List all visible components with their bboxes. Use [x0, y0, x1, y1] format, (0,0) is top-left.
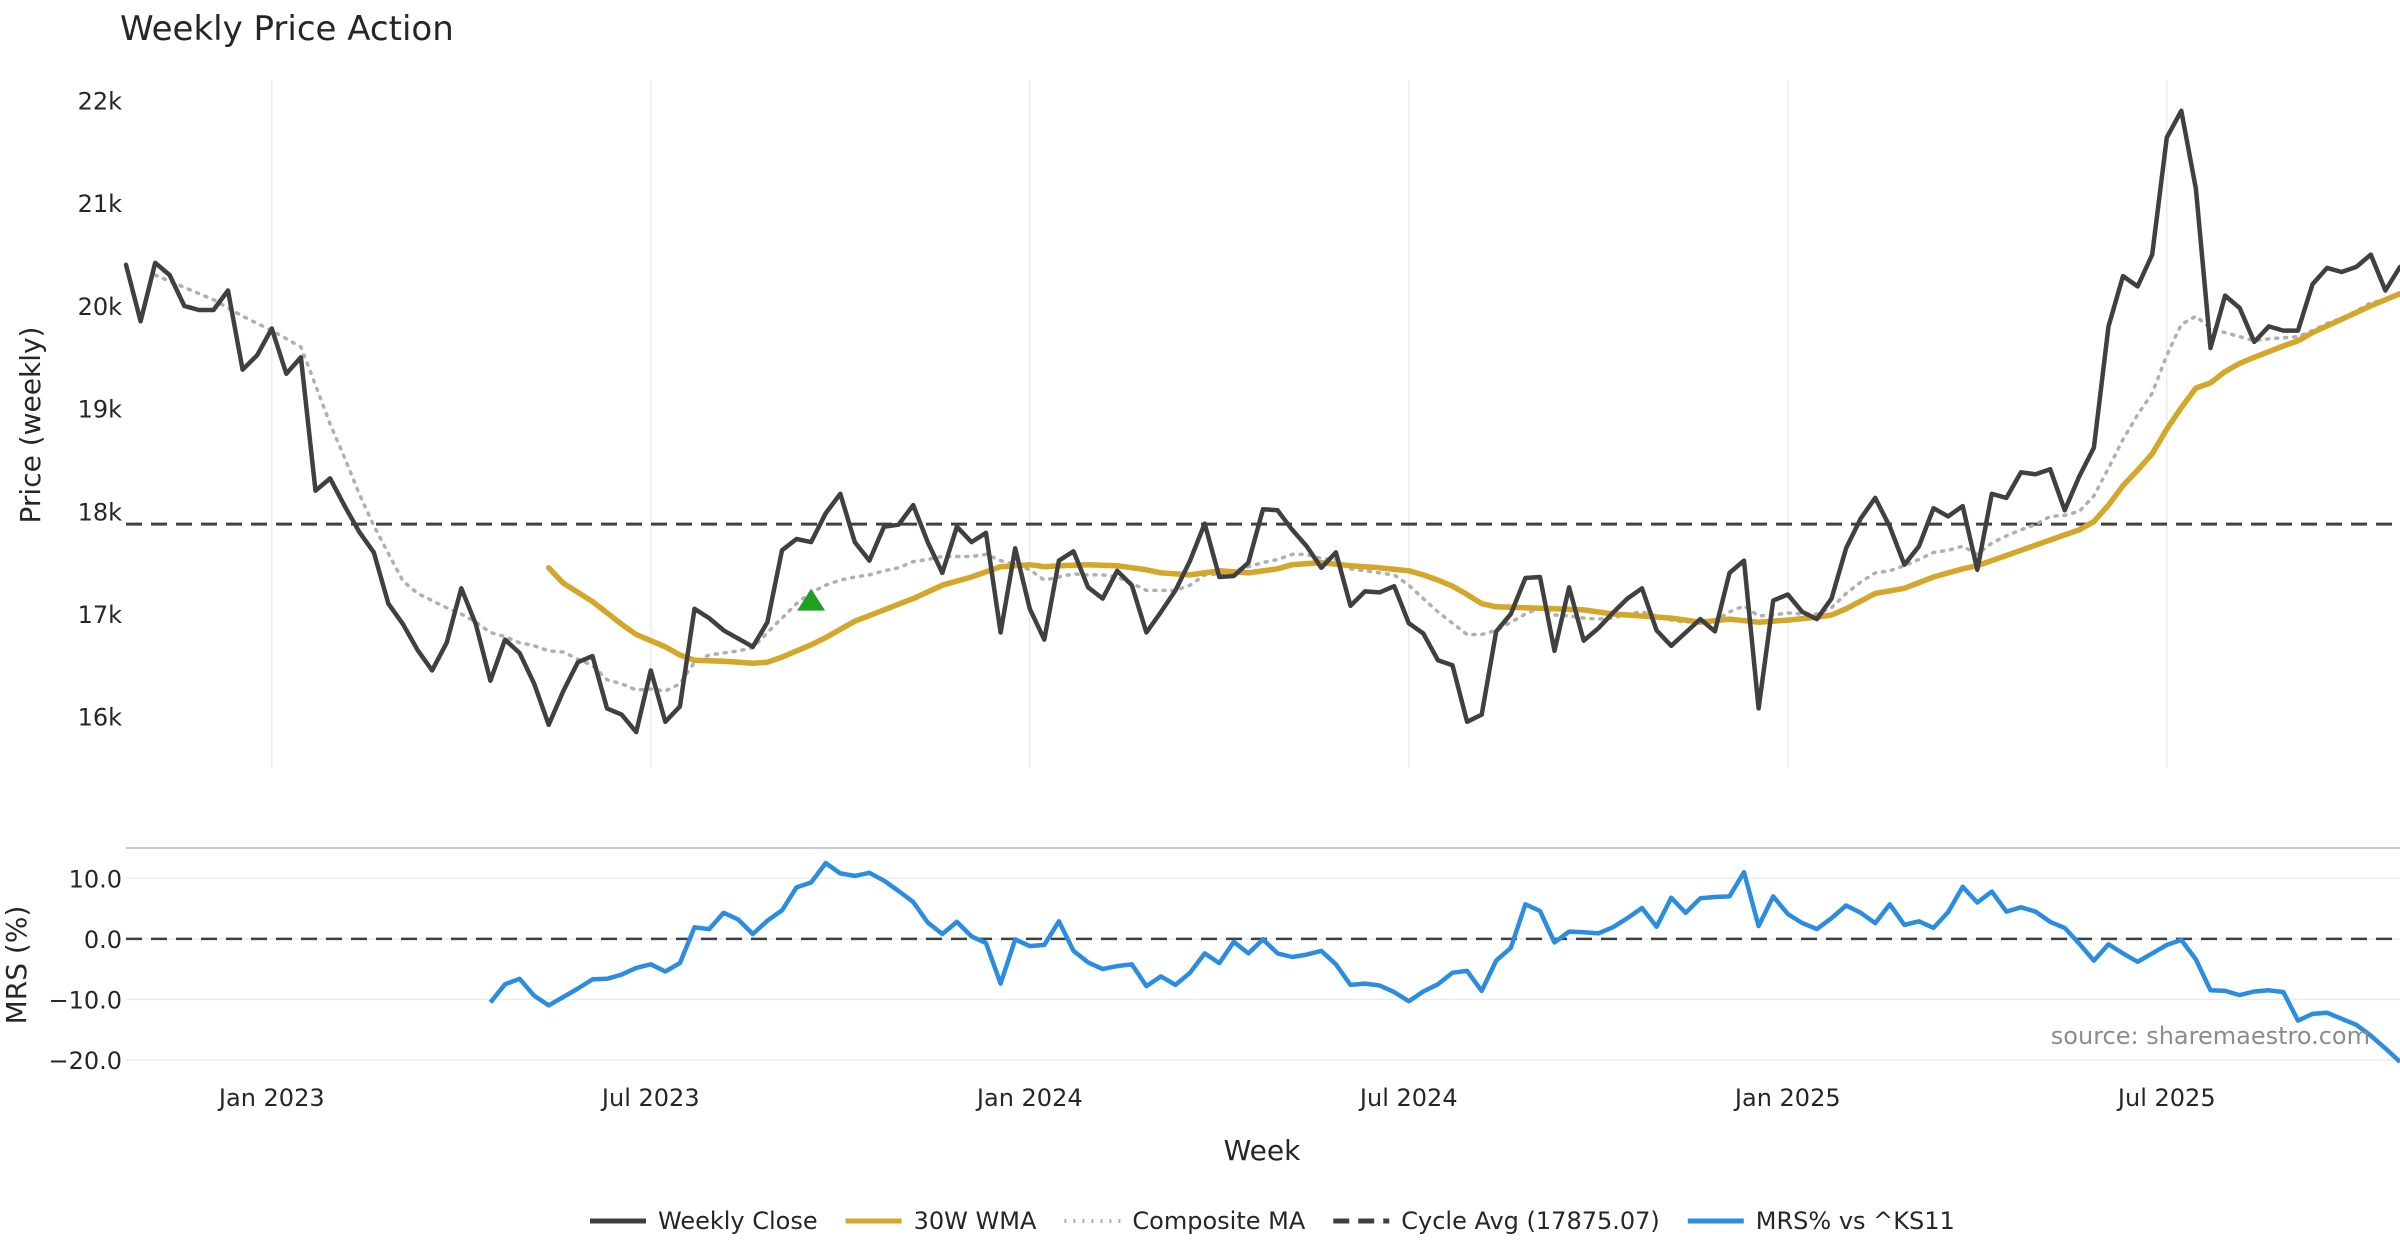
- price-y-tick-16k: 16k: [78, 704, 123, 732]
- legend-entry-composite-ma: Composite MA: [1064, 1207, 1306, 1235]
- price-y-tick-19k: 19k: [78, 396, 123, 424]
- mrs-y-ticks: 10.0 0.0 −10.0 −20.0: [48, 865, 122, 1075]
- series-composite-ma: [153, 273, 2400, 693]
- series-mrs-vs-ks11: [488, 860, 2400, 1064]
- series-30w-wma: [545, 290, 2400, 667]
- mrs-y-tick-0-0: 0.0: [84, 926, 122, 954]
- source-annotation: source: sharemaestro.com: [2051, 1022, 2370, 1050]
- legend-entry-cycle-avg-17875-07: Cycle Avg (17875.07): [1333, 1207, 1660, 1235]
- x-tick-jan-2023: Jan 2023: [217, 1084, 325, 1112]
- legend-label-weekly-close: Weekly Close: [658, 1207, 818, 1235]
- price-y-tick-18k: 18k: [78, 498, 123, 526]
- legend-label-cycle-avg-17875-07: Cycle Avg (17875.07): [1401, 1207, 1660, 1235]
- series-weekly-close: [123, 108, 2400, 735]
- mrs-y-tick-20-0: −20.0: [48, 1047, 122, 1075]
- x-axis-label: Week: [1224, 1134, 1301, 1167]
- legend-label-composite-ma: Composite MA: [1132, 1207, 1305, 1235]
- legend-entry-30w-wma: 30W WMA: [845, 1207, 1037, 1235]
- x-axis-ticks: Jan 2023 Jul 2023 Jan 2024 Jul 2024 Jan 2025…: [217, 1084, 2216, 1112]
- legend-entry-weekly-close: Weekly Close: [590, 1207, 818, 1235]
- price-y-tick-21k: 21k: [78, 190, 123, 218]
- x-tick-jul-2024: Jul 2024: [1358, 1084, 1458, 1112]
- price-gridlines: [271, 80, 2168, 768]
- legend: Weekly Close 30W WMA Composite MA Cycle Avg…: [590, 1207, 1955, 1235]
- chart-title: Weekly Price Action: [120, 9, 454, 49]
- x-tick-jan-2025: Jan 2025: [1733, 1084, 1841, 1112]
- x-tick-jul-2025: Jul 2025: [2116, 1084, 2216, 1112]
- price-series: [123, 108, 2400, 735]
- mrs-gridlines: [126, 847, 2400, 1061]
- x-tick-jul-2023: Jul 2023: [600, 1084, 700, 1112]
- signal-marker-0: [797, 588, 826, 611]
- price-y-tick-17k: 17k: [78, 601, 123, 629]
- legend-entry-mrs-vs-ks11: MRS% vs ^KS11: [1687, 1207, 1955, 1235]
- legend-label-mrs-vs-ks11: MRS% vs ^KS11: [1756, 1207, 1955, 1235]
- mrs-y-tick-10-0: 10.0: [69, 865, 122, 893]
- mrs-y-tick-10-0: −10.0: [48, 986, 122, 1014]
- price-y-tick-22k: 22k: [78, 88, 123, 116]
- x-tick-jan-2024: Jan 2024: [975, 1084, 1083, 1112]
- price-y-ticks: 16k 17k 18k 19k 20k 21k 22k: [78, 88, 123, 732]
- mrs-series: [126, 860, 2400, 1064]
- legend-label-30w-wma: 30W WMA: [914, 1207, 1037, 1235]
- mrs-y-axis-label: MRS (%): [0, 906, 33, 1025]
- price-y-axis-label: Price (weekly): [14, 327, 47, 524]
- price-y-tick-20k: 20k: [78, 293, 123, 321]
